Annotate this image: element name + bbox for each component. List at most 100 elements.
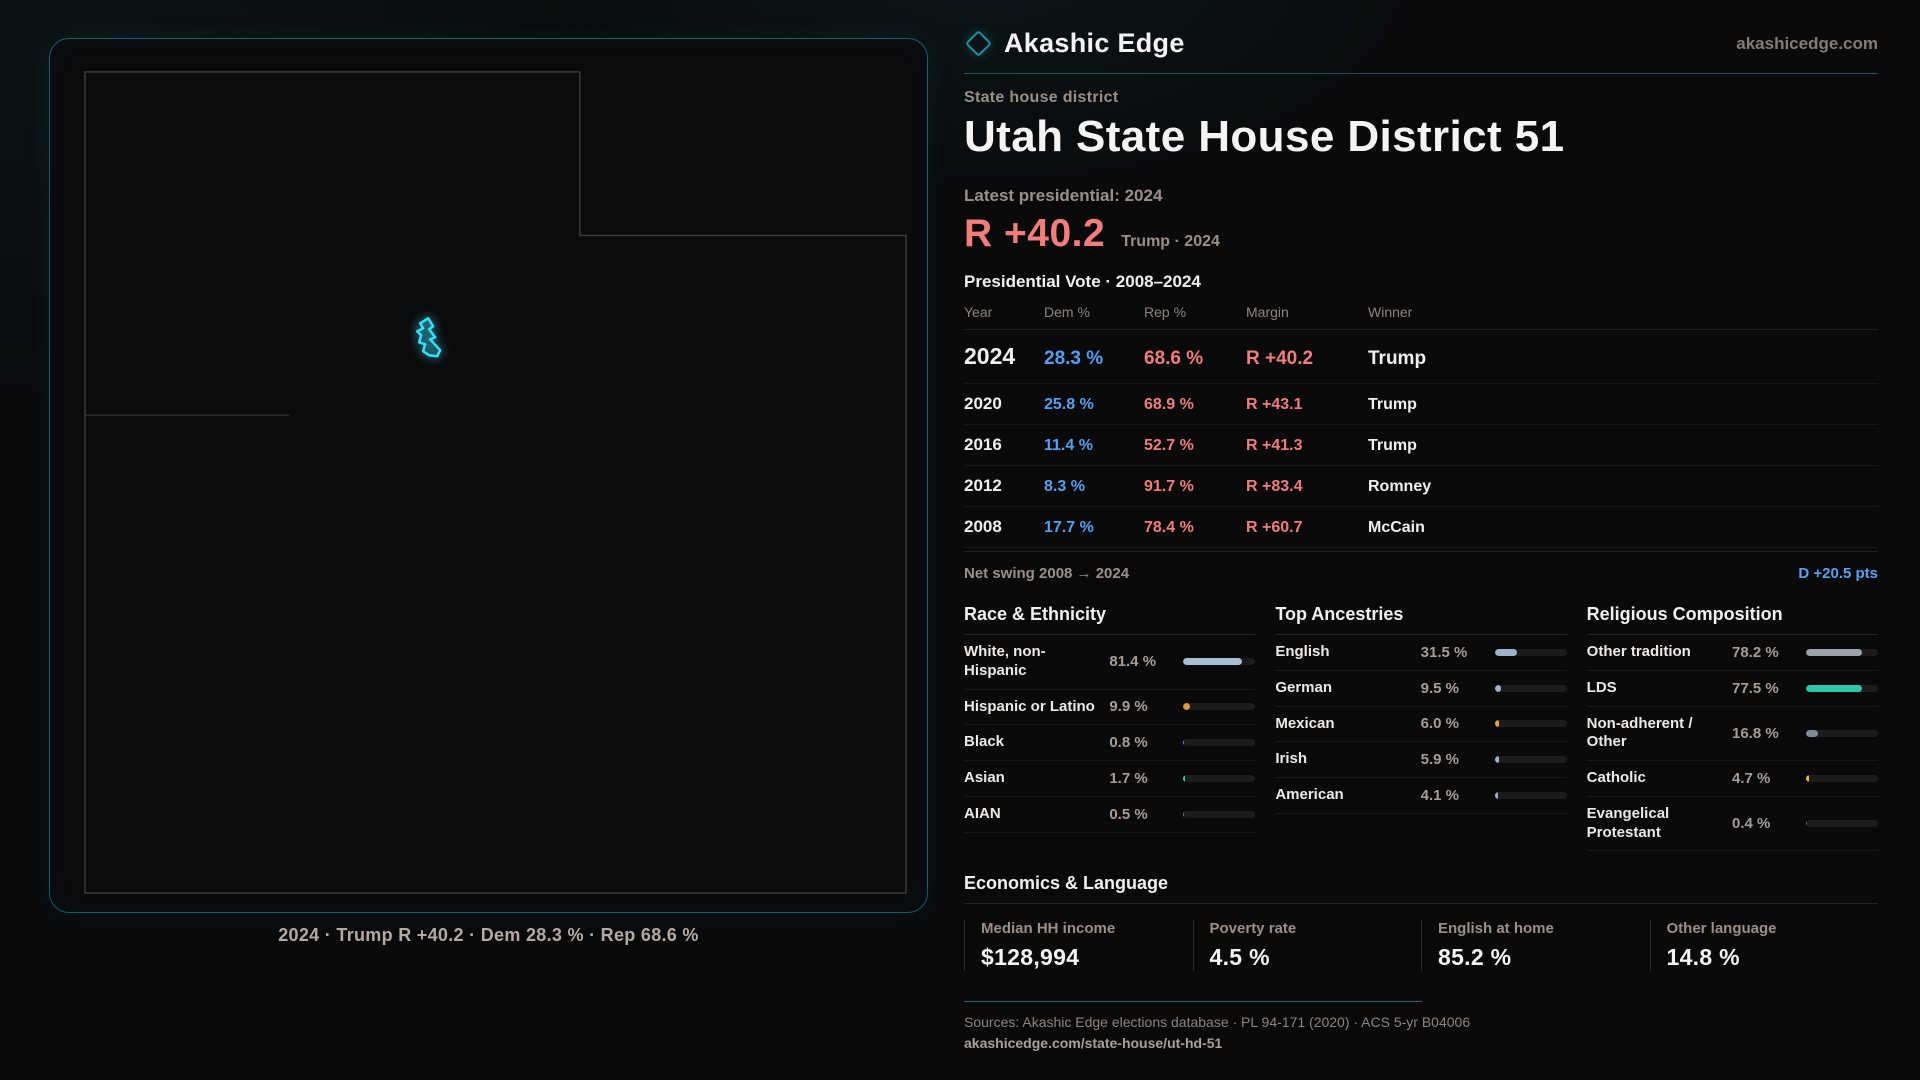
- demo-value: 9.5 %: [1420, 679, 1460, 697]
- footer-divider: [964, 1001, 1422, 1003]
- demo-label: American: [1275, 786, 1344, 803]
- cell-rep: 91.7 %: [1144, 478, 1194, 495]
- demo-row: Catholic 4.7 %: [1586, 761, 1878, 797]
- latest-presidential-label: Latest presidential: 2024: [964, 186, 1163, 205]
- district-shape[interactable]: [415, 317, 442, 358]
- demo-value: 78.2 %: [1732, 643, 1779, 661]
- col-margin: Margin: [1246, 304, 1289, 320]
- stat-value: $128,994: [981, 944, 1080, 971]
- stat-value: 14.8 %: [1666, 944, 1740, 971]
- cell-year: 2008: [964, 517, 1002, 536]
- cell-winner: Romney: [1368, 478, 1432, 495]
- col-winner: Winner: [1368, 304, 1413, 320]
- col-dem: Dem %: [1044, 304, 1090, 320]
- vote-row: 2020 25.8 % 68.9 % R +43.1 Trump: [964, 384, 1878, 425]
- demo-label: Evangelical Protestant: [1586, 804, 1670, 841]
- demo-section: Religious Composition Other tradition 78.2…: [1586, 604, 1878, 852]
- vote-row: 2012 8.3 % 91.7 % R +83.4 Romney: [964, 466, 1878, 507]
- demo-value: 0.8 %: [1109, 734, 1148, 752]
- economics-stats-row: Median HH income $128,994 Poverty rate 4.5 …: [964, 920, 1878, 972]
- demo-value: 9.9 %: [1109, 698, 1148, 716]
- cell-winner: Trump: [1368, 396, 1417, 413]
- demo-bar: [1806, 648, 1878, 656]
- vote-table-header: Year Dem % Rep % Margin Winner: [964, 292, 1878, 330]
- brand-domain-link[interactable]: akashicedge.com: [1736, 33, 1878, 53]
- economics-title: Economics & Language: [964, 873, 1878, 905]
- demo-value: 0.5 %: [1109, 805, 1148, 823]
- demo-value: 4.1 %: [1420, 786, 1460, 804]
- stat-label: English at home: [1438, 920, 1554, 938]
- stat-cell: Poverty rate 4.5 %: [1192, 920, 1422, 972]
- demo-bar-fill: [1806, 820, 1807, 827]
- demo-bar-fill: [1806, 729, 1819, 737]
- footer: Sources: Akashic Edge elections database…: [964, 1001, 1878, 1051]
- demo-value: 0.4 %: [1732, 815, 1771, 832]
- cell-dem: 25.8 %: [1044, 396, 1094, 413]
- demo-row: Non-adherent / Other 16.8 %: [1586, 707, 1878, 761]
- demo-bar: [1806, 684, 1878, 692]
- demo-row: Mexican 6.0 %: [1275, 707, 1567, 743]
- demo-label: Non-adherent / Other: [1586, 714, 1693, 751]
- cell-year: 2020: [964, 394, 1002, 413]
- brand-name: Akashic Edge: [1004, 28, 1185, 58]
- map-caption: 2024 · Trump R +40.2 · Dem 28.3 % · Rep …: [278, 925, 699, 945]
- demo-row: AIAN 0.5 %: [964, 797, 1256, 833]
- demo-label: Hispanic or Latino: [964, 697, 1095, 715]
- cell-rep: 52.7 %: [1144, 437, 1194, 454]
- col-rep: Rep %: [1144, 304, 1187, 320]
- headline: R +40.2 Trump · 2024: [964, 212, 1878, 256]
- demo-bar: [1183, 658, 1256, 666]
- demo-bar: [1183, 774, 1256, 782]
- demo-label: AIAN: [964, 804, 1001, 822]
- page-title: Utah State House District 51: [964, 112, 1565, 161]
- stat-label: Poverty rate: [1209, 920, 1297, 938]
- net-swing-label: Net swing 2008 → 2024: [964, 565, 1130, 582]
- demo-bar-fill: [1494, 684, 1502, 692]
- demo-bar-fill: [1494, 720, 1499, 728]
- permalink-link[interactable]: akashicedge.com/state-house/ut-hd-51: [964, 1035, 1223, 1052]
- vote-row: 2008 17.7 % 78.4 % R +60.7 McCain: [964, 507, 1878, 548]
- demo-section-title: Religious Composition: [1586, 604, 1878, 635]
- demo-bar: [1494, 720, 1567, 728]
- vote-table-title: Presidential Vote · 2008–2024: [964, 272, 1201, 291]
- cell-winner: Trump: [1368, 348, 1427, 369]
- cell-rep: 68.9 %: [1144, 396, 1194, 413]
- stat-value: 4.5 %: [1209, 944, 1270, 971]
- demo-bar: [1806, 729, 1878, 737]
- brand-diamond-icon: [965, 30, 992, 57]
- demo-row: Evangelical Protestant 0.4 %: [1586, 797, 1878, 852]
- demo-label: Black: [964, 733, 1005, 751]
- cell-margin: R +60.7: [1246, 519, 1303, 536]
- vote-table: Year Dem % Rep % Margin Winner 2024 28.3 % 68.…: [964, 292, 1878, 548]
- demo-value: 81.4 %: [1109, 653, 1157, 671]
- cell-rep: 78.4 %: [1144, 519, 1194, 536]
- cell-dem: 11.4 %: [1044, 437, 1093, 454]
- demo-bar-fill: [1806, 774, 1810, 782]
- demo-row: American 4.1 %: [1275, 778, 1567, 814]
- demo-bar-fill: [1494, 791, 1498, 799]
- demo-row: Hispanic or Latino 9.9 %: [964, 690, 1256, 726]
- cell-margin: R +41.3: [1246, 437, 1303, 454]
- cell-year: 2016: [964, 435, 1002, 454]
- demo-row: German 9.5 %: [1275, 671, 1567, 707]
- stat-label: Other language: [1666, 920, 1777, 938]
- cell-rep: 68.6 %: [1144, 348, 1204, 369]
- cell-dem: 8.3 %: [1044, 478, 1085, 495]
- cell-margin: R +83.4: [1246, 478, 1303, 495]
- vote-table-body: 2024 28.3 % 68.6 % R +40.2 Trump 2020 25.8 % 68…: [964, 330, 1878, 548]
- stat-value: 85.2 %: [1438, 944, 1512, 971]
- demo-bar: [1183, 739, 1256, 747]
- cell-year: 2024: [964, 343, 1016, 369]
- demo-bar-fill: [1183, 703, 1191, 711]
- demo-value: 16.8 %: [1732, 724, 1779, 742]
- col-year: Year: [964, 304, 993, 320]
- demo-label: Other tradition: [1586, 643, 1691, 660]
- cell-winner: McCain: [1368, 519, 1425, 536]
- demo-row: White, non-Hispanic 81.4 %: [964, 635, 1256, 690]
- demo-bar-fill: [1183, 658, 1242, 666]
- demo-section: Race & Ethnicity White, non-Hispanic 81.4 …: [964, 604, 1256, 851]
- demo-value: 6.0 %: [1420, 715, 1460, 733]
- demo-row: Irish 5.9 %: [1275, 742, 1567, 778]
- demo-bar-fill: [1806, 684, 1862, 692]
- demo-label: Irish: [1275, 750, 1308, 768]
